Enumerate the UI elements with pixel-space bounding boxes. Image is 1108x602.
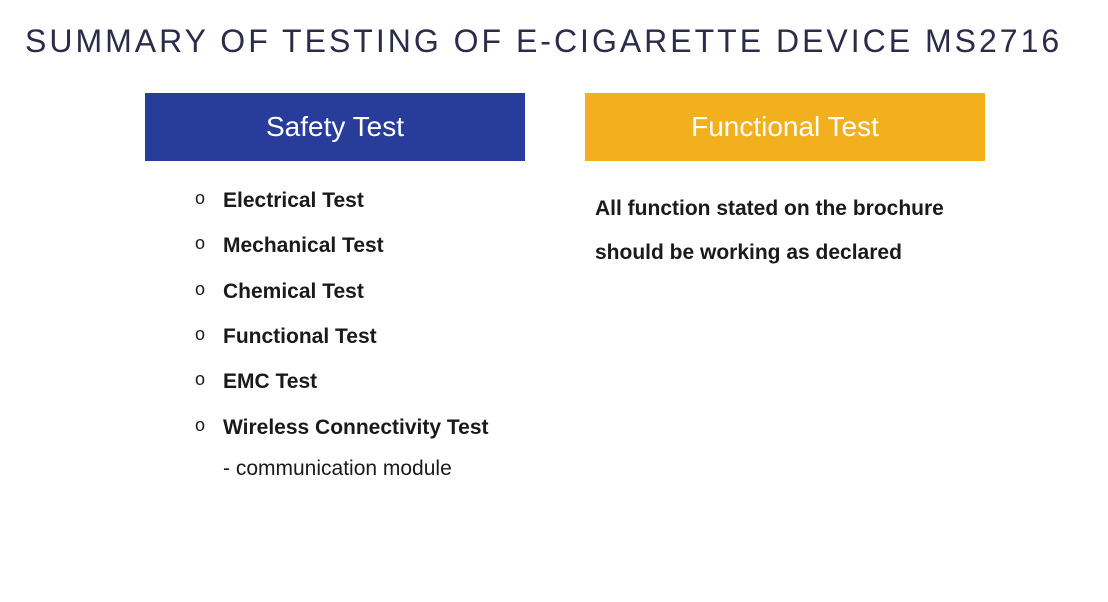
list-sub-item: - communication module: [145, 457, 525, 481]
list-item: Electrical Test: [195, 187, 525, 214]
functional-test-column: Functional Test All function stated on t…: [585, 93, 985, 481]
list-item: EMC Test: [195, 368, 525, 395]
safety-test-header: Safety Test: [145, 93, 525, 161]
list-item: Mechanical Test: [195, 232, 525, 259]
functional-test-description: All function stated on the brochure shou…: [585, 187, 985, 275]
functional-test-header: Functional Test: [585, 93, 985, 161]
safety-test-column: Safety Test Electrical Test Mechanical T…: [145, 93, 525, 481]
list-item: Functional Test: [195, 323, 525, 350]
safety-test-list: Electrical Test Mechanical Test Chemical…: [145, 187, 525, 441]
list-item: Chemical Test: [195, 278, 525, 305]
page-title: SUMMARY OF TESTING OF E-CIGARETTE DEVICE…: [25, 20, 1083, 63]
columns-container: Safety Test Electrical Test Mechanical T…: [25, 93, 1083, 481]
list-item: Wireless Connectivity Test: [195, 414, 525, 441]
